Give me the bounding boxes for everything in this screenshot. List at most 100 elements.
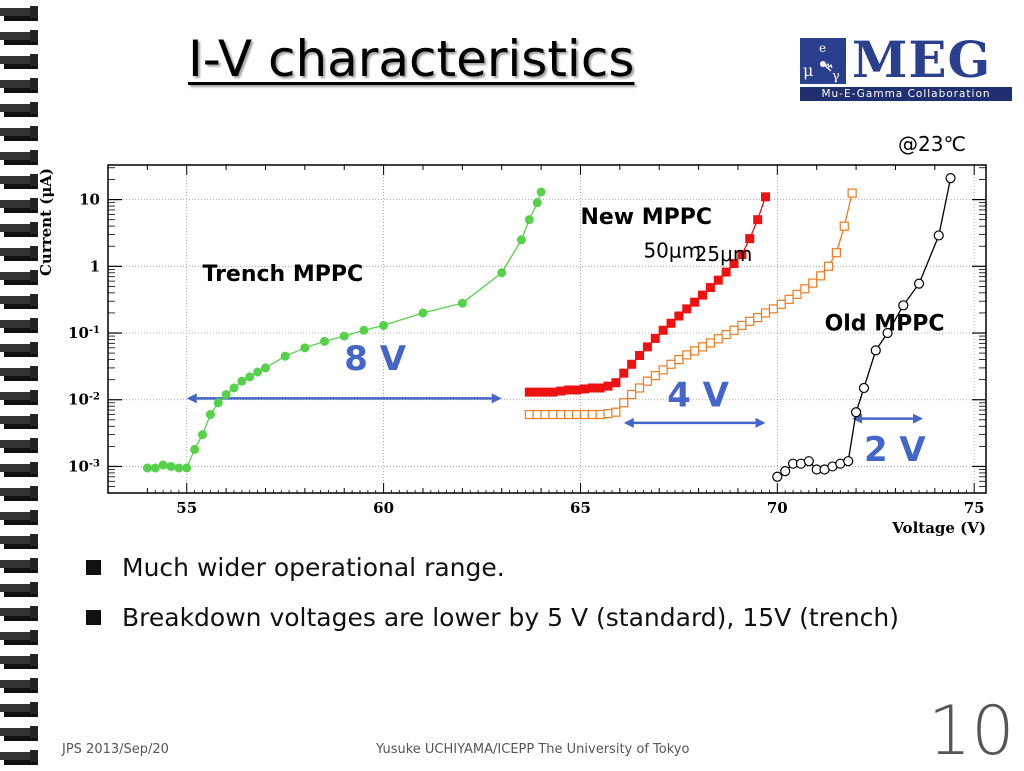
data-point — [800, 284, 810, 294]
binding-ring — [0, 78, 38, 93]
data-point — [548, 409, 558, 420]
data-point — [697, 342, 708, 352]
bullet-square-icon — [86, 560, 101, 575]
data-point — [524, 215, 534, 225]
data-point — [698, 290, 708, 300]
data-point — [579, 384, 589, 394]
y-tick-label: 10-2 — [68, 391, 100, 409]
series-25-m — [524, 188, 857, 420]
binding-ring — [0, 270, 38, 285]
bullet-text: Much wider operational range. — [122, 553, 505, 582]
chart-annotation: 2 V — [864, 430, 926, 470]
data-point — [882, 327, 893, 339]
data-point — [619, 398, 629, 408]
data-point — [579, 409, 590, 420]
chart-axes: 55 60 65 70 75 10-3 10-2 10-1 1 10 — [68, 165, 986, 517]
data-point — [792, 289, 802, 299]
data-point — [753, 313, 763, 323]
data-point — [682, 304, 692, 314]
y-tick-label: 1 — [90, 257, 100, 275]
data-point — [595, 383, 605, 393]
data-point — [174, 463, 184, 473]
data-point — [221, 389, 231, 399]
y-axis-label: Current (μA) — [37, 168, 55, 276]
data-point — [245, 372, 255, 382]
data-point — [945, 172, 956, 184]
chart-grid — [107, 164, 987, 494]
meg-logo: μ e γ MEG Mu-E-Gamma Collaboration — [800, 30, 1012, 101]
y-tick-label: 10-3 — [68, 457, 100, 475]
chart-annotation: 4 V — [667, 376, 729, 416]
data-point — [784, 294, 794, 304]
data-point — [772, 471, 783, 482]
data-point — [603, 408, 613, 419]
data-point — [847, 188, 857, 198]
binding-ring — [0, 198, 38, 213]
data-point — [603, 381, 613, 391]
data-point — [197, 430, 207, 440]
data-point — [379, 320, 389, 330]
footer-date: JPS 2013/Sep/20 — [62, 742, 169, 757]
binding-ring — [0, 294, 38, 309]
slide-title: I-V characteristics — [188, 30, 635, 88]
data-point — [516, 235, 526, 245]
data-point — [300, 343, 310, 353]
data-point — [540, 387, 550, 397]
range-arrow — [186, 393, 502, 404]
data-point — [803, 456, 814, 467]
data-point — [843, 456, 854, 467]
chart-series — [142, 172, 956, 482]
data-point — [524, 387, 534, 397]
binding-ring — [0, 222, 38, 237]
data-point — [721, 267, 731, 277]
data-point — [142, 463, 152, 473]
binding-ring — [0, 318, 38, 333]
series-trench-mppc — [142, 187, 546, 473]
data-point — [808, 278, 818, 288]
binding-ring — [0, 102, 38, 117]
data-point — [572, 385, 582, 395]
data-point — [457, 298, 467, 308]
chart-annotation: New MPPC — [580, 205, 712, 230]
bullet-square-icon — [86, 610, 101, 625]
data-point — [933, 230, 944, 241]
data-point — [587, 383, 597, 393]
data-point — [619, 368, 629, 378]
data-point — [536, 187, 546, 197]
svg-text:γ: γ — [832, 69, 840, 84]
data-point — [650, 371, 660, 381]
svg-text:μ: μ — [803, 61, 813, 80]
binding-ring — [0, 558, 38, 573]
data-point — [823, 261, 834, 271]
data-point — [674, 354, 684, 365]
bullet-list: Much wider operational range. Breakdown … — [86, 552, 899, 652]
series-old-mppc — [772, 172, 956, 482]
data-point — [870, 345, 881, 356]
data-point — [642, 376, 652, 386]
voltage-range-arrows — [186, 393, 924, 428]
data-point — [713, 334, 723, 344]
x-tick-label: 70 — [767, 499, 788, 517]
data-point — [339, 331, 349, 341]
data-point — [721, 329, 731, 340]
data-point — [627, 389, 637, 400]
data-point — [780, 466, 791, 477]
bullet-item: Breakdown voltages are lower by 5 V (sta… — [86, 602, 899, 652]
data-point — [658, 325, 668, 335]
x-tick-label: 75 — [964, 499, 985, 517]
data-point — [627, 359, 637, 369]
series-50-m — [524, 192, 771, 397]
x-tick-label: 55 — [176, 499, 197, 517]
data-point — [213, 398, 223, 408]
data-point — [913, 278, 925, 289]
binding-ring — [0, 702, 38, 717]
plot-frame — [107, 164, 987, 494]
data-point — [658, 365, 668, 375]
data-point — [776, 299, 786, 309]
range-arrow — [852, 413, 924, 424]
data-point — [166, 461, 176, 471]
data-point — [745, 234, 755, 244]
data-point — [690, 346, 700, 356]
data-point — [611, 407, 621, 417]
